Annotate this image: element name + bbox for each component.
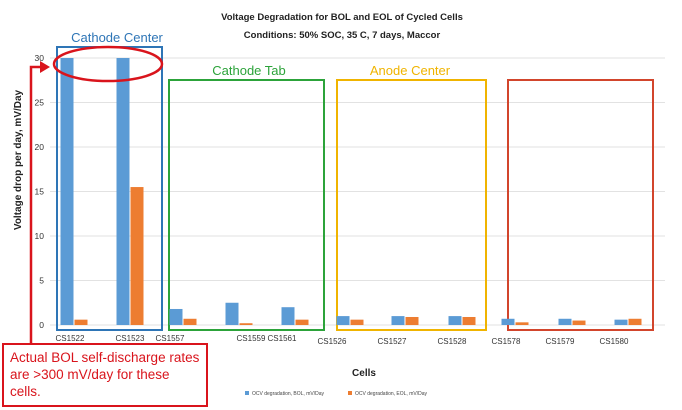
group-label: Anode Center: [370, 63, 451, 78]
y-tick-label: 10: [35, 231, 45, 241]
x-tick-label: CS1522: [56, 334, 85, 343]
x-tick-label: CS1579: [546, 337, 575, 346]
group-boxes: Cathode Center Cathode Tab Anode Center: [56, 30, 654, 331]
bar-bol-CS1522: [60, 58, 74, 325]
group-box: [507, 79, 654, 331]
bar-eol-CS1527: [405, 316, 419, 325]
x-tick-label: CS1557: [156, 334, 185, 343]
group-label: Cathode Tab: [212, 63, 286, 78]
callout-arrowhead: [40, 61, 50, 73]
y-tick-label: 5: [39, 276, 44, 286]
legend-swatch-eol: [348, 391, 352, 395]
bar-bol-CS1528: [448, 316, 462, 325]
callout-arrow: [29, 65, 40, 345]
bar-bol-CS1527: [391, 316, 405, 325]
y-tick-label: 30: [35, 53, 45, 63]
bar-eol-CS1579: [572, 320, 586, 325]
bar-eol-CS1561: [295, 319, 309, 325]
group-label: Cathode Center: [71, 30, 163, 45]
bar-bol-CS1578: [501, 318, 515, 325]
x-axis-title: Cells: [352, 368, 376, 379]
bar-eol-CS1528: [462, 316, 476, 325]
legend-label-eol: OCV degradation, EOL, mV/Day: [355, 391, 427, 397]
x-tick-label: CS1580: [600, 337, 629, 346]
bar-eol-CS1557: [183, 318, 197, 325]
x-tick-label: CS1561: [268, 334, 297, 343]
bar-bol-CS1579: [558, 318, 572, 325]
bar-bol-CS1523: [116, 58, 130, 325]
chart-subtitle: Conditions: 50% SOC, 35 C, 7 days, Macco…: [244, 30, 441, 41]
x-tick-label: CS1559: [237, 334, 266, 343]
legend-swatch-bol: [245, 391, 249, 395]
bar-bol-CS1559: [225, 302, 239, 325]
y-axis-ticks: 0 5 10 15 20 25 30: [35, 53, 45, 330]
x-tick-label: CS1528: [438, 337, 467, 346]
bar-bol-CS1580: [614, 319, 628, 325]
legend-label-bol: OCV degradation, BOL, mV/Day: [252, 391, 324, 397]
bar-eol-CS1578: [515, 322, 529, 325]
group-box: [168, 79, 325, 331]
bar-eol-CS1523: [130, 187, 144, 325]
x-tick-label: CS1527: [378, 337, 407, 346]
bar-bol-CS1557: [169, 308, 183, 325]
bar-eol-CS1559: [239, 323, 253, 325]
bar-bol-CS1561: [281, 307, 295, 325]
bar-eol-CS1526: [350, 319, 364, 325]
y-axis-title: Voltage drop per day, mV/Day: [13, 89, 24, 230]
callout-annotation: Actual BOL self-discharge rates are >300…: [2, 343, 208, 407]
highlight-ellipse: [52, 45, 164, 83]
y-tick-label: 15: [35, 187, 45, 197]
y-tick-label: 0: [39, 320, 44, 330]
chart-title: Voltage Degradation for BOL and EOL of C…: [221, 12, 463, 23]
bar-bol-CS1526: [336, 316, 350, 325]
x-tick-label: CS1523: [116, 334, 145, 343]
bar-eol-CS1522: [74, 319, 88, 325]
y-tick-label: 20: [35, 142, 45, 152]
x-tick-label: CS1578: [492, 337, 521, 346]
group-box: [336, 79, 487, 331]
x-tick-label: CS1526: [318, 337, 347, 346]
y-tick-label: 25: [35, 98, 45, 108]
bar-eol-CS1580: [628, 318, 642, 325]
x-axis-labels: CS1522 CS1523 CS1557 CS1559 CS1561 CS1526 CS15…: [56, 334, 629, 346]
bars: [60, 58, 642, 325]
